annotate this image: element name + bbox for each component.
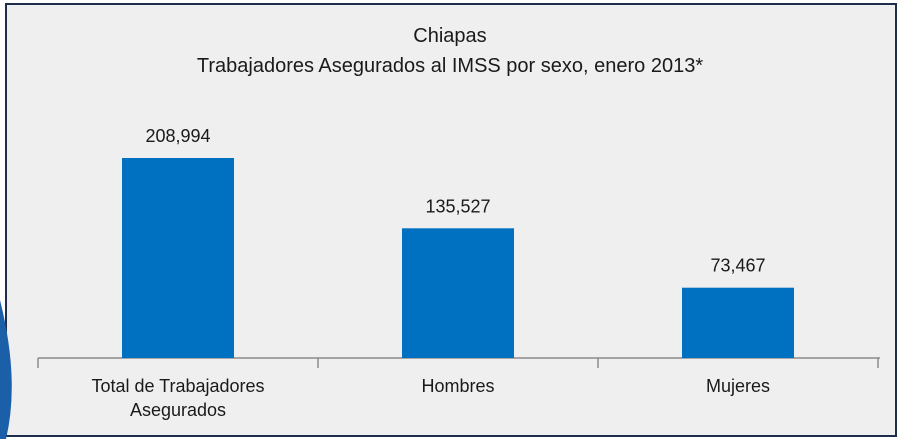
bar [682, 287, 794, 358]
decoration [0, 300, 12, 439]
x-tick-label: Total de Trabajadores Asegurados [91, 376, 265, 420]
x-tick-label: Hombres [421, 376, 495, 396]
x-tick-label: Mujeres [705, 376, 771, 396]
bar [122, 158, 234, 358]
value-label: 73,467 [710, 256, 765, 276]
chart-subtitle: Trabajadores Asegurados al IMSS por sexo… [197, 55, 703, 77]
chart-title: Chiapas [413, 25, 486, 47]
value-label: 208,994 [145, 126, 210, 146]
bar [402, 228, 514, 358]
value-label: 135,527 [425, 196, 490, 216]
